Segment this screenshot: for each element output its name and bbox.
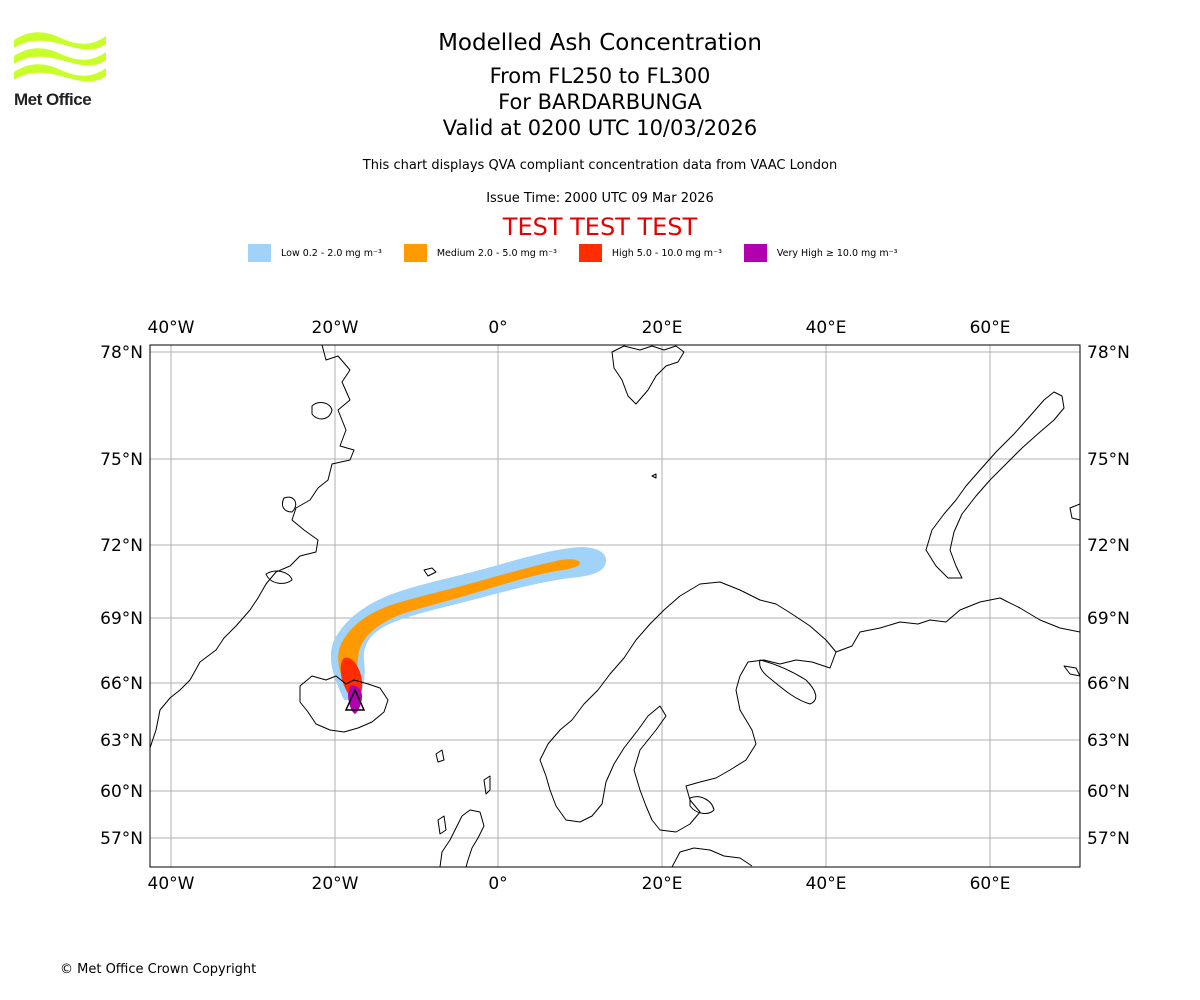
lon-tick-top-40e: 40°E <box>806 318 847 338</box>
shetland-coast <box>483 775 491 795</box>
legend-label-low: Low 0.2 - 2.0 mg m⁻³ <box>281 247 382 259</box>
lon-tick-bottom-40w: 40°W <box>148 874 195 894</box>
met-office-waves-icon <box>14 32 106 82</box>
lat-tick-right-63n: 63°N <box>1087 731 1130 751</box>
scandinavia-coast <box>539 581 837 833</box>
ash-very-high-area <box>348 685 362 714</box>
lon-tick-bottom-20w: 20°W <box>312 874 359 894</box>
lat-tick-left-78n: 78°N <box>100 343 143 363</box>
legend: Low 0.2 - 2.0 mg m⁻³ Medium 2.0 - 5.0 mg… <box>248 244 919 262</box>
volcano-name: For BARDARBUNGA <box>498 90 702 114</box>
lat-tick-right-78n: 78°N <box>1087 343 1130 363</box>
issue-time: Issue Time: 2000 UTC 09 Mar 2026 <box>486 191 714 206</box>
test-banner: TEST TEST TEST <box>502 213 698 241</box>
lat-tick-right-72n: 72°N <box>1087 536 1130 556</box>
flight-levels: From FL250 to FL300 <box>489 64 711 88</box>
faroe-islands-coast <box>435 749 445 763</box>
legend-item-medium: Medium 2.0 - 5.0 mg m⁻³ <box>403 244 557 262</box>
lat-tick-left-69n: 69°N <box>100 609 143 629</box>
lat-tick-left-57n: 57°N <box>100 829 143 849</box>
volcano-marker-icon <box>344 688 366 711</box>
lon-tick-top-20w: 20°W <box>312 318 359 338</box>
legend-label-very-high: Very High ≥ 10.0 mg m⁻³ <box>776 247 898 259</box>
coastlines <box>150 345 1080 867</box>
russia-coast <box>835 597 1080 653</box>
lon-tick-bottom-0: 0° <box>488 874 507 894</box>
graticule <box>150 345 1080 867</box>
copyright: © Met Office Crown Copyright <box>60 962 257 977</box>
svalbard-coast <box>611 345 685 405</box>
legend-swatch-very-high <box>743 244 767 262</box>
legend-swatch-low <box>248 244 271 262</box>
lon-tick-top-60e: 60°E <box>970 318 1011 338</box>
novaya-zemlya-coast <box>925 391 1065 579</box>
chart-subtitle: This chart displays QVA compliant concen… <box>362 158 838 173</box>
lat-tick-left-72n: 72°N <box>100 536 143 556</box>
lat-tick-right-66n: 66°N <box>1087 674 1130 694</box>
lat-tick-right-75n: 75°N <box>1087 450 1130 470</box>
met-office-logo: Met Office <box>14 30 109 112</box>
lat-tick-left-66n: 66°N <box>100 674 143 694</box>
lon-tick-bottom-20e: 20°E <box>642 874 683 894</box>
lat-tick-right-57n: 57°N <box>1087 829 1130 849</box>
legend-item-very-high: Very High ≥ 10.0 mg m⁻³ <box>743 244 898 262</box>
lon-tick-bottom-60e: 60°E <box>970 874 1011 894</box>
lon-tick-bottom-40e: 40°E <box>806 874 847 894</box>
lat-tick-left-63n: 63°N <box>100 731 143 751</box>
lat-tick-right-69n: 69°N <box>1087 609 1130 629</box>
scotland-coast <box>439 809 485 867</box>
lon-tick-top-40w: 40°W <box>148 318 195 338</box>
greenland-coast <box>150 345 355 749</box>
legend-item-low: Low 0.2 - 2.0 mg m⁻³ <box>248 244 382 262</box>
legend-item-high: High 5.0 - 10.0 mg m⁻³ <box>578 244 722 262</box>
lon-tick-top-0: 0° <box>488 318 507 338</box>
ash-plume <box>330 547 606 714</box>
legend-label-high: High 5.0 - 10.0 mg m⁻³ <box>611 247 722 259</box>
logo-text: Met Office <box>14 90 92 109</box>
iceland-coast <box>299 675 389 733</box>
valid-time: Valid at 0200 UTC 10/03/2026 <box>442 116 758 140</box>
lat-tick-left-75n: 75°N <box>100 450 143 470</box>
legend-label-medium: Medium 2.0 - 5.0 mg m⁻³ <box>436 247 557 259</box>
lat-tick-right-60n: 60°N <box>1087 782 1130 802</box>
lon-tick-top-20e: 20°E <box>642 318 683 338</box>
legend-swatch-high <box>578 244 602 262</box>
chart-title: Modelled Ash Concentration <box>438 30 762 56</box>
map-frame <box>149 344 1081 868</box>
lat-tick-left-60n: 60°N <box>100 782 143 802</box>
legend-swatch-medium <box>403 244 427 262</box>
